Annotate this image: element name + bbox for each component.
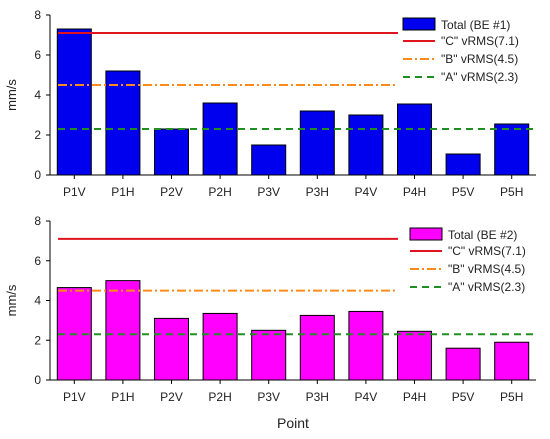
x-tick-label: P3H <box>306 390 329 404</box>
bar-p5h <box>494 341 530 381</box>
x-tick-label: P2V <box>160 390 183 404</box>
bar-p5v <box>445 347 481 381</box>
y-tick-label: 6 <box>34 254 41 268</box>
x-tick-label: P5V <box>452 390 475 404</box>
bar-p2h <box>202 102 238 176</box>
bar-p3h <box>299 110 335 176</box>
y-tick-label: 4 <box>34 88 41 102</box>
x-tick-label: P1H <box>111 390 134 404</box>
bar-p5v <box>445 153 481 176</box>
x-tick-label: P1V <box>63 390 86 404</box>
bar-p1v <box>56 28 92 176</box>
x-tick-label: P3V <box>257 390 280 404</box>
bar-p4v <box>348 310 384 381</box>
x-tick-label: P4H <box>403 390 426 404</box>
legend-label-b: "B" vRMS(4.5) <box>448 262 525 276</box>
bar-p3v <box>251 329 287 381</box>
x-tick-label: P2H <box>208 390 231 404</box>
bar-p2v <box>153 128 190 176</box>
x-tick-label: P5V <box>452 185 475 199</box>
chart-panel-be1: 0 2 4 6 8 P1V P1H P2V P2H P3V P3H P4V P4H P5V P5H mm/s T… <box>4 8 536 199</box>
x-tick-label: P2H <box>208 185 231 199</box>
chart-panel-be2: 0 2 4 6 8 P1V P1H P2V P2H P3V P3H P4V P4H P5V P5H mm/s P… <box>4 214 536 431</box>
y-tick-label: 6 <box>34 48 41 62</box>
y-tick-label: 2 <box>34 333 41 347</box>
legend-label-c: "C" vRMS(7.1) <box>448 244 526 258</box>
legend: Total (BE #1) "C" vRMS(7.1) "B" vRMS(4.5) "… <box>402 17 519 84</box>
bar-p5h <box>494 123 530 176</box>
bar-p4h <box>396 103 433 176</box>
legend-label-a: "A" vRMS(2.3) <box>441 70 518 84</box>
legend: Total (BE #2) "C" vRMS(7.1) "B" vRMS(4.5) "… <box>409 227 526 294</box>
x-tick-label: P3H <box>306 185 329 199</box>
x-tick-label: P4V <box>355 185 378 199</box>
x-tick-label: P2V <box>160 185 183 199</box>
legend-label-c: "C" vRMS(7.1) <box>441 34 519 48</box>
legend-label-total: Total (BE #2) <box>448 228 517 242</box>
y-axis-label: mm/s <box>4 79 19 111</box>
bar-p1h <box>105 70 141 176</box>
y-tick-label: 8 <box>34 8 41 22</box>
x-tick-label: P5H <box>500 390 523 404</box>
x-axis-label: Point <box>277 415 309 431</box>
legend-label-b: "B" vRMS(4.5) <box>441 52 518 66</box>
y-tick-label: 4 <box>34 294 41 308</box>
bar-p2h <box>202 312 238 381</box>
bar-p4v <box>348 114 384 176</box>
bar-p3h <box>299 314 335 381</box>
bar-p3v <box>251 144 287 176</box>
bar-p1h <box>105 280 141 381</box>
bar-p4h <box>396 330 433 381</box>
x-tick-label: P1H <box>111 185 134 199</box>
y-tick-label: 0 <box>34 168 41 182</box>
legend-swatch-total <box>409 227 443 241</box>
x-tick-label: P5H <box>500 185 523 199</box>
y-tick-label: 8 <box>34 214 41 228</box>
x-tick-label: P4H <box>403 185 426 199</box>
y-tick-label: 2 <box>34 128 41 142</box>
legend-swatch-total <box>402 17 436 31</box>
bar-p2v <box>153 317 190 381</box>
legend-label-a: "A" vRMS(2.3) <box>448 280 525 294</box>
x-tick-label: P3V <box>257 185 280 199</box>
y-axis-label: mm/s <box>4 284 19 316</box>
x-tick-label: P1V <box>63 185 86 199</box>
x-tick-label: P4V <box>355 390 378 404</box>
y-tick-label: 0 <box>34 373 41 387</box>
legend-label-total: Total (BE #1) <box>441 18 510 32</box>
